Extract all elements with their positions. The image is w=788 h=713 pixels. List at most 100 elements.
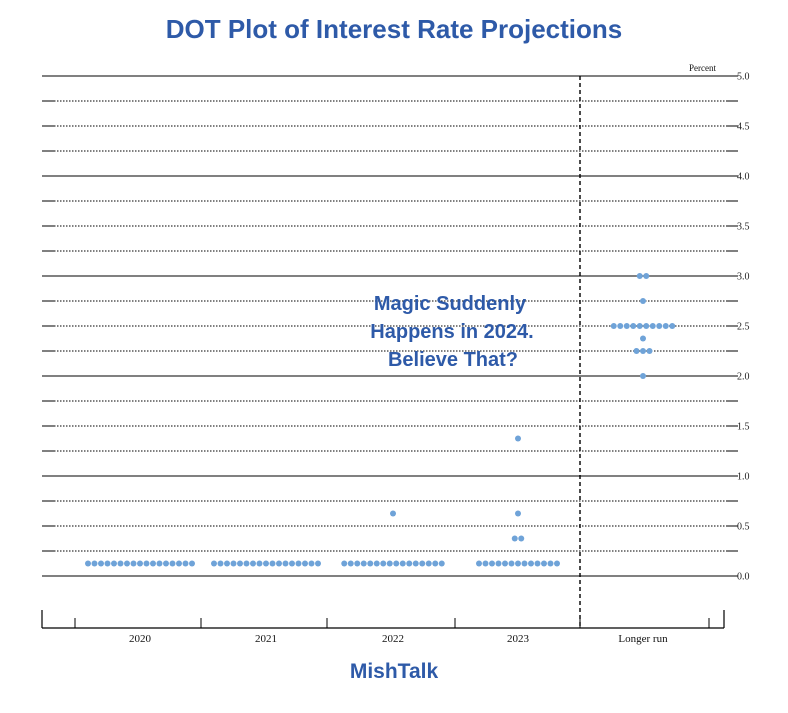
projection-dot	[406, 560, 413, 567]
projection-dot	[117, 560, 124, 567]
projection-dot	[276, 560, 282, 567]
projection-dot	[263, 560, 269, 567]
projection-dot	[511, 535, 518, 542]
projection-dot	[150, 560, 156, 567]
projection-dot	[386, 560, 393, 567]
projection-dot	[393, 560, 400, 567]
y-tick-label: 2.5	[737, 322, 750, 333]
projection-dot	[521, 560, 528, 567]
projection-dot	[419, 560, 426, 567]
projection-dot	[502, 560, 508, 567]
projection-dot	[315, 560, 321, 567]
projection-dot	[111, 560, 117, 567]
projection-dot	[547, 560, 554, 567]
projection-dot	[515, 435, 521, 442]
annotation-line-2: Happens in 2024.	[370, 321, 533, 343]
projection-dot	[176, 560, 182, 567]
projection-dot	[630, 323, 637, 329]
projection-dot	[137, 560, 143, 567]
y-tick-label: 4.5	[737, 122, 750, 133]
projection-dot	[640, 348, 646, 354]
y-tick-label: 3.5	[737, 222, 750, 233]
projection-dot	[237, 560, 243, 567]
projection-dot	[636, 323, 643, 329]
x-category-label: 2023	[507, 633, 530, 645]
projection-dot	[412, 560, 419, 567]
projection-dot	[508, 560, 515, 567]
projection-dot	[224, 560, 230, 567]
y-tick-label: 5.0	[737, 72, 750, 83]
projection-dot	[256, 560, 263, 567]
projection-dot	[515, 560, 521, 567]
projection-dot	[360, 560, 367, 567]
projection-dot	[104, 560, 111, 567]
projection-dot	[302, 560, 308, 567]
unit-label: Percent	[689, 63, 716, 73]
projection-dot	[211, 560, 217, 567]
projection-dot	[489, 560, 495, 567]
projection-dot	[390, 510, 396, 517]
projection-dot	[399, 560, 406, 567]
projection-dot	[518, 535, 525, 542]
projection-dot	[617, 323, 624, 329]
projection-dot	[476, 560, 482, 567]
projection-dot	[649, 323, 656, 329]
projection-dot	[289, 560, 295, 567]
projection-dot	[554, 560, 560, 567]
dot-series	[85, 273, 676, 567]
projection-dot	[610, 323, 617, 329]
projection-dot	[282, 560, 289, 567]
projection-dot	[182, 560, 189, 567]
footer-brand: MishTalk	[349, 660, 439, 683]
projection-dot	[438, 560, 445, 567]
x-category-label: 2020	[129, 633, 152, 645]
y-tick-label: 4.0	[737, 172, 750, 183]
grid-lines	[42, 75, 738, 577]
projection-dot	[124, 560, 130, 567]
projection-dot	[243, 560, 250, 567]
projection-dot	[662, 323, 669, 329]
projection-dot	[189, 560, 195, 567]
projection-dot	[217, 560, 224, 567]
projection-dot	[425, 560, 432, 567]
projection-dot	[656, 323, 663, 329]
x-category-label: Longer run	[618, 633, 668, 645]
y-tick-label: 1.0	[737, 472, 750, 483]
projection-dot	[482, 560, 489, 567]
annotation-line-1: Magic Suddenly	[374, 293, 527, 315]
page-title: DOT Plot of Interest Rate Projections	[165, 14, 623, 44]
projection-dot	[373, 560, 380, 567]
projection-dot	[495, 560, 502, 567]
projection-dot	[308, 560, 315, 567]
projection-dot	[515, 510, 521, 517]
projection-dot	[295, 560, 302, 567]
projection-dot	[640, 335, 646, 342]
projection-dot	[623, 323, 630, 329]
annotation-line-3: Believe That?	[388, 349, 518, 371]
projection-dot	[380, 560, 387, 567]
projection-dot	[541, 560, 547, 567]
projection-dot	[98, 560, 104, 567]
y-tick-label: 3.0	[737, 272, 750, 283]
y-tick-label: 2.0	[737, 372, 750, 383]
projection-dot	[643, 273, 650, 279]
y-axis-tick-labels: 0.0 0.5 1.0 1.5 2.0 2.5 3.0 3.5 4.0 4.5 5.0	[737, 72, 750, 583]
x-category-label: 2021	[255, 633, 277, 645]
projection-dot	[169, 560, 176, 567]
y-tick-label: 0.5	[737, 522, 750, 533]
projection-dot	[367, 560, 374, 567]
projection-dot	[163, 560, 169, 567]
projection-dot	[354, 560, 361, 567]
projection-dot	[250, 560, 256, 567]
projection-dot	[534, 560, 541, 567]
projection-dot	[633, 348, 640, 354]
projection-dot	[640, 298, 646, 304]
projection-dot	[143, 560, 150, 567]
projection-dot	[156, 560, 163, 567]
projection-dot	[347, 560, 354, 567]
projection-dot	[230, 560, 237, 567]
projection-dot	[640, 373, 646, 379]
projection-dot	[269, 560, 276, 567]
projection-dot	[528, 560, 534, 567]
